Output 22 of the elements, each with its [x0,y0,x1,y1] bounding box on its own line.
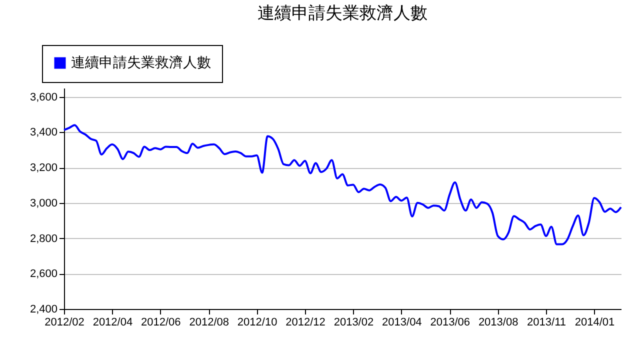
y-tick-label: 3,400 [30,126,58,139]
x-tick-label: 2012/02 [44,316,84,328]
x-tick-label: 2013/11 [527,316,566,328]
x-tick-label: 2013/08 [478,316,518,328]
x-tick-label: 2013/02 [334,316,374,328]
y-tick-label: 2,400 [30,304,58,316]
x-tick-label: 2012/04 [92,316,133,328]
y-tick-label: 3,600 [30,91,58,104]
x-tick-label: 2014/01 [574,316,615,328]
y-tick-label: 2,800 [30,232,58,245]
x-tick-label: 2012/06 [141,316,181,328]
x-tick-label: 2012/12 [286,316,326,328]
x-tick-label: 2012/10 [237,316,278,328]
legend-label: 連續申請失業救濟人數 [71,54,211,70]
y-tick-label: 3,200 [30,162,58,174]
y-tick-label: 3,000 [30,197,58,210]
line-series [63,124,622,246]
y-tick-label: 2,600 [30,268,58,280]
x-tick-label: 2012/08 [189,316,229,328]
chart-title: 連續申請失業救濟人數 [258,4,428,22]
x-tick-label: 2013/06 [430,316,470,328]
x-tick-label: 2013/04 [382,316,422,328]
